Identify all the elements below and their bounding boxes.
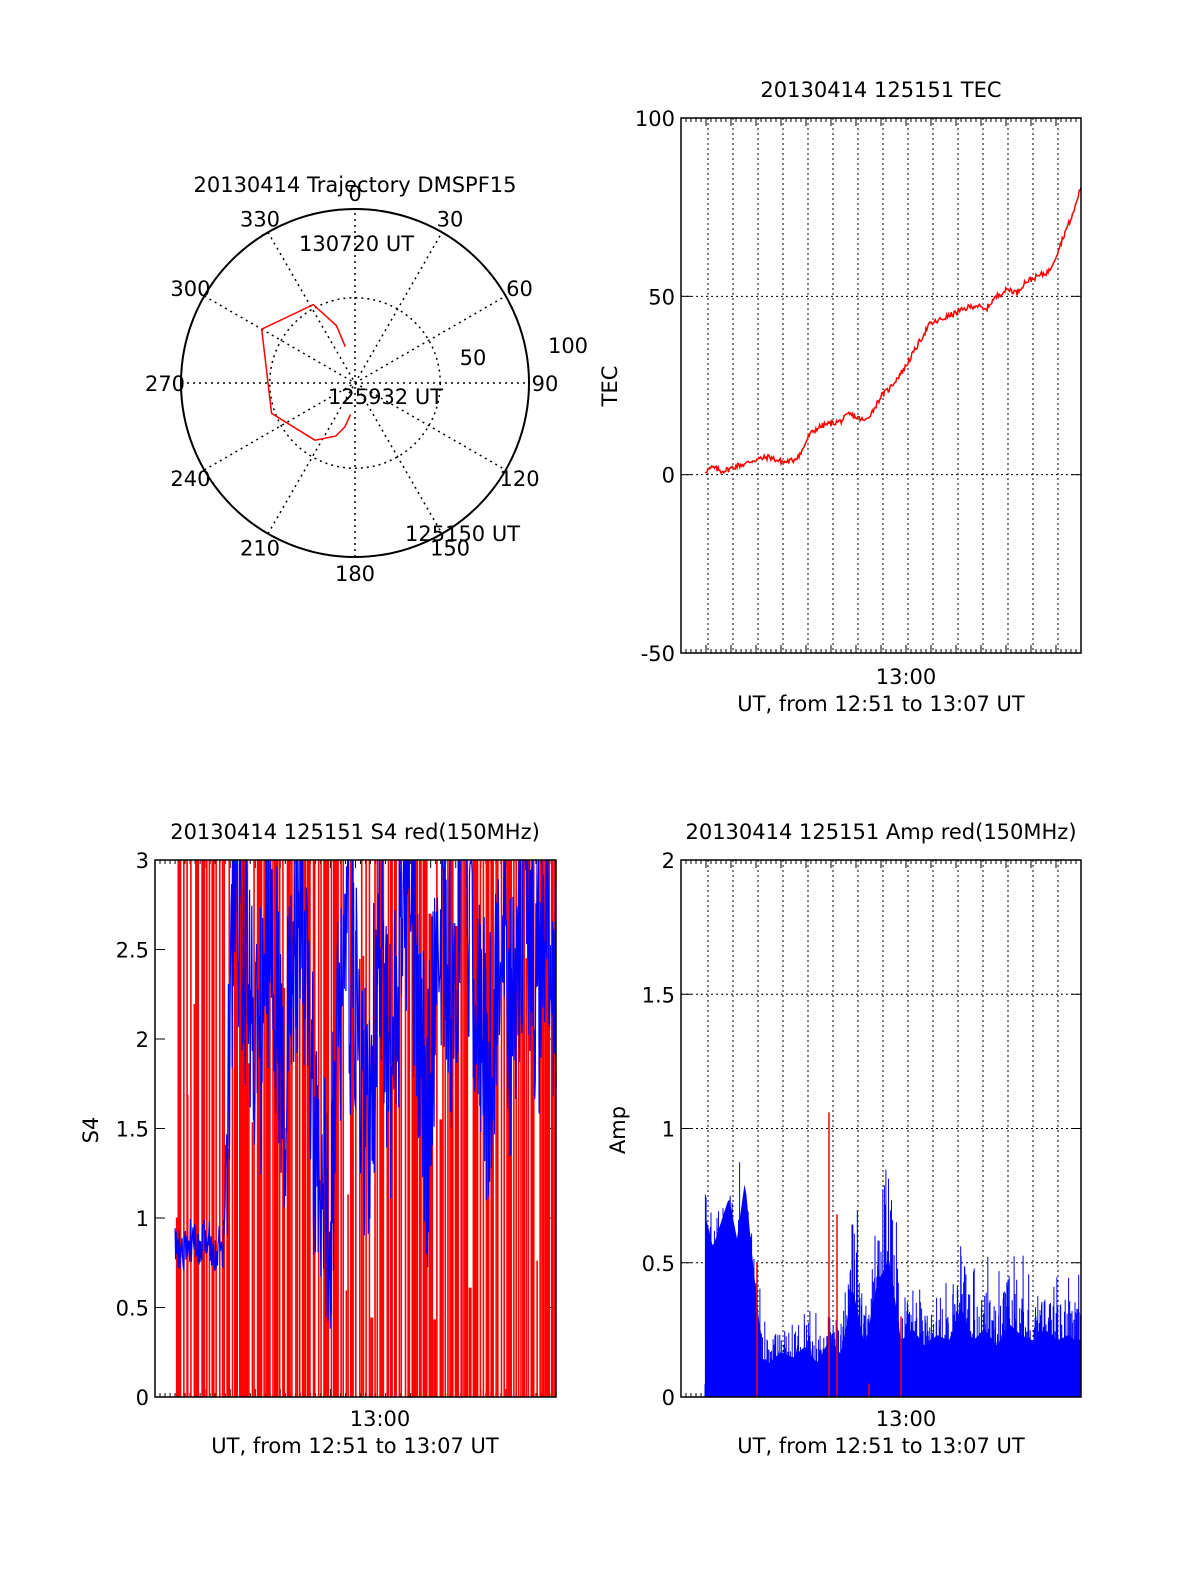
amp-ytick-label: 0.5 bbox=[642, 1252, 675, 1276]
tec-series-line bbox=[704, 187, 1082, 475]
s4-ytick-label: 0 bbox=[136, 1386, 149, 1410]
amp-ytick-label: 1 bbox=[662, 1118, 675, 1142]
s4-ylabel: S4 bbox=[79, 1117, 103, 1144]
amp-ylabel: Amp bbox=[606, 1106, 630, 1154]
tec-ylabel: TEC bbox=[598, 366, 622, 408]
amp-blue-fill bbox=[705, 1184, 1081, 1397]
tec-line-chart: 20130414 125151 TEC TEC 13:00 UT, from 1… bbox=[598, 78, 1082, 716]
amp-xtick-label: 13:00 bbox=[876, 1407, 937, 1431]
tec-ytick-label: 100 bbox=[635, 107, 675, 131]
polar-angle-label: 210 bbox=[240, 537, 280, 561]
s4-ytick-label: 1 bbox=[136, 1207, 149, 1231]
polar-angle-label: 180 bbox=[335, 562, 375, 586]
polar-angle-label: 150 bbox=[430, 537, 470, 561]
polar-angle-label: 240 bbox=[170, 467, 210, 491]
polar-angle-label: 270 bbox=[145, 372, 185, 396]
polar-angle-label: 120 bbox=[499, 467, 539, 491]
polar-radius-label: 100 bbox=[548, 334, 588, 358]
s4-xtick-label: 13:00 bbox=[350, 1407, 411, 1431]
trajectory-start-label: 130720 UT bbox=[299, 232, 414, 256]
polar-angle-label: 90 bbox=[532, 372, 559, 396]
s4-frame bbox=[154, 859, 557, 1398]
polar-angle-label: 330 bbox=[240, 207, 280, 231]
tec-ytick-label: 0 bbox=[662, 464, 675, 488]
amp-frame bbox=[680, 859, 1082, 1398]
polar-angle-label: 60 bbox=[506, 277, 533, 301]
polar-title: 20130414 Trajectory DMSPF15 bbox=[193, 173, 516, 197]
polar-spoke bbox=[267, 231, 443, 535]
tec-xtick-label: 13:00 bbox=[876, 665, 937, 689]
amp-title: 20130414 125151 Amp red(150MHz) bbox=[685, 820, 1076, 844]
s4-title: 20130414 125151 S4 red(150MHz) bbox=[170, 820, 540, 844]
tec-ytick-label: 50 bbox=[648, 285, 675, 309]
polar-angle-label: 300 bbox=[170, 277, 210, 301]
s4-ytick-label: 3 bbox=[136, 849, 149, 873]
amp-ytick-label: 2 bbox=[662, 849, 675, 873]
trajectory-mid-label: 125932 UT bbox=[328, 385, 443, 409]
amp-ytick-label: 0 bbox=[662, 1386, 675, 1410]
s4-ytick-label: 2 bbox=[136, 1028, 149, 1052]
amp-chart: 20130414 125151 Amp red(150MHz) Amp 13:0… bbox=[606, 820, 1082, 1458]
trajectory-polar-plot: 20130414 Trajectory DMSPF15 0 30 60 90 120 15… bbox=[145, 173, 588, 586]
trajectory-end-label: 125150 UT bbox=[405, 522, 520, 546]
tec-ytick-label: -50 bbox=[641, 642, 675, 666]
polar-angle-label: 0 bbox=[348, 182, 361, 206]
amp-xlabel: UT, from 12:51 to 13:07 UT bbox=[737, 1434, 1025, 1458]
trajectory-line bbox=[260, 303, 352, 441]
polar-angle-label: 30 bbox=[437, 207, 464, 231]
s4-xlabel: UT, from 12:51 to 13:07 UT bbox=[211, 1434, 499, 1458]
polar-radius-label: 50 bbox=[460, 346, 487, 370]
tec-xlabel: UT, from 12:51 to 13:07 UT bbox=[737, 692, 1025, 716]
s4-ytick-label: 1.5 bbox=[116, 1118, 149, 1142]
s4-ytick-label: 2.5 bbox=[116, 939, 149, 963]
amp-ytick-label: 1.5 bbox=[642, 983, 675, 1007]
tec-title: 20130414 125151 TEC bbox=[760, 78, 1001, 102]
tec-frame bbox=[680, 117, 1082, 654]
s4-chart: 20130414 125151 S4 red(150MHz) S4 13:00 … bbox=[79, 820, 557, 1458]
s4-blue-line bbox=[174, 859, 557, 1329]
s4-ytick-label: 0.5 bbox=[116, 1297, 149, 1321]
